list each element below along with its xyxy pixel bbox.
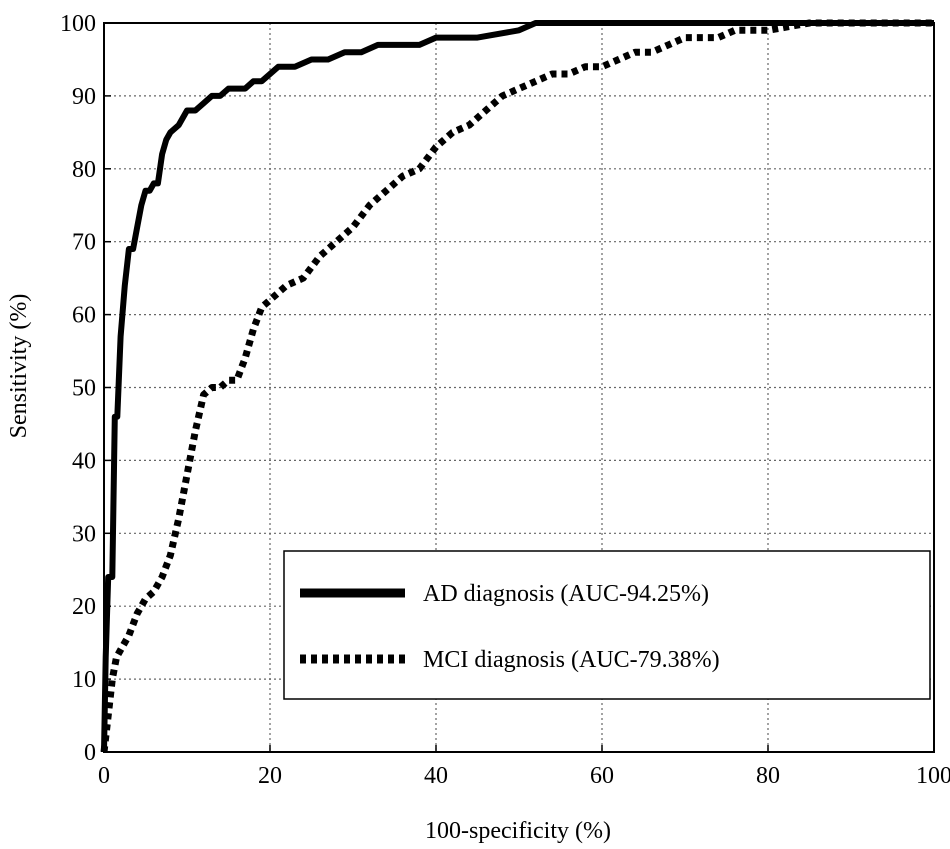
- y-tick-label: 10: [72, 667, 96, 693]
- legend-label-ad: AD diagnosis (AUC-94.25%): [423, 581, 709, 607]
- x-tick-label: 20: [258, 763, 282, 789]
- y-tick-label: 70: [72, 230, 96, 256]
- y-tick-label: 40: [72, 448, 96, 474]
- x-axis-ticks: 0 20 40 60 80 100: [98, 745, 950, 789]
- x-tick-label: 80: [756, 763, 780, 789]
- series-layer: [100, 19, 934, 753]
- y-tick-label: 0: [84, 740, 96, 766]
- y-tick-label: 50: [72, 376, 96, 402]
- legend-label-mci: MCI diagnosis (AUC-79.38%): [423, 647, 720, 673]
- series-line-ad: [101, 20, 934, 753]
- y-tick-label: 90: [72, 84, 96, 110]
- series-line-mci: [100, 19, 934, 753]
- legend-box: [283, 550, 931, 700]
- y-tick-label: 30: [72, 521, 96, 547]
- y-axis-title: Sensitivity (%): [6, 294, 32, 439]
- y-axis-ticks: 0 10 20 30 40 50 60 70 80 90 100: [60, 11, 111, 766]
- legend: AD diagnosis (AUC-94.25%) MCI diagnosis …: [283, 550, 931, 700]
- y-tick-label: 100: [60, 11, 96, 37]
- y-tick-label: 20: [72, 594, 96, 620]
- x-tick-label: 0: [98, 763, 110, 789]
- y-tick-label: 60: [72, 303, 96, 329]
- x-tick-label: 40: [424, 763, 448, 789]
- y-tick-label: 80: [72, 157, 96, 183]
- x-axis-title: 100-specificity (%): [425, 818, 611, 844]
- x-tick-label: 100: [916, 763, 950, 789]
- x-tick-label: 60: [590, 763, 614, 789]
